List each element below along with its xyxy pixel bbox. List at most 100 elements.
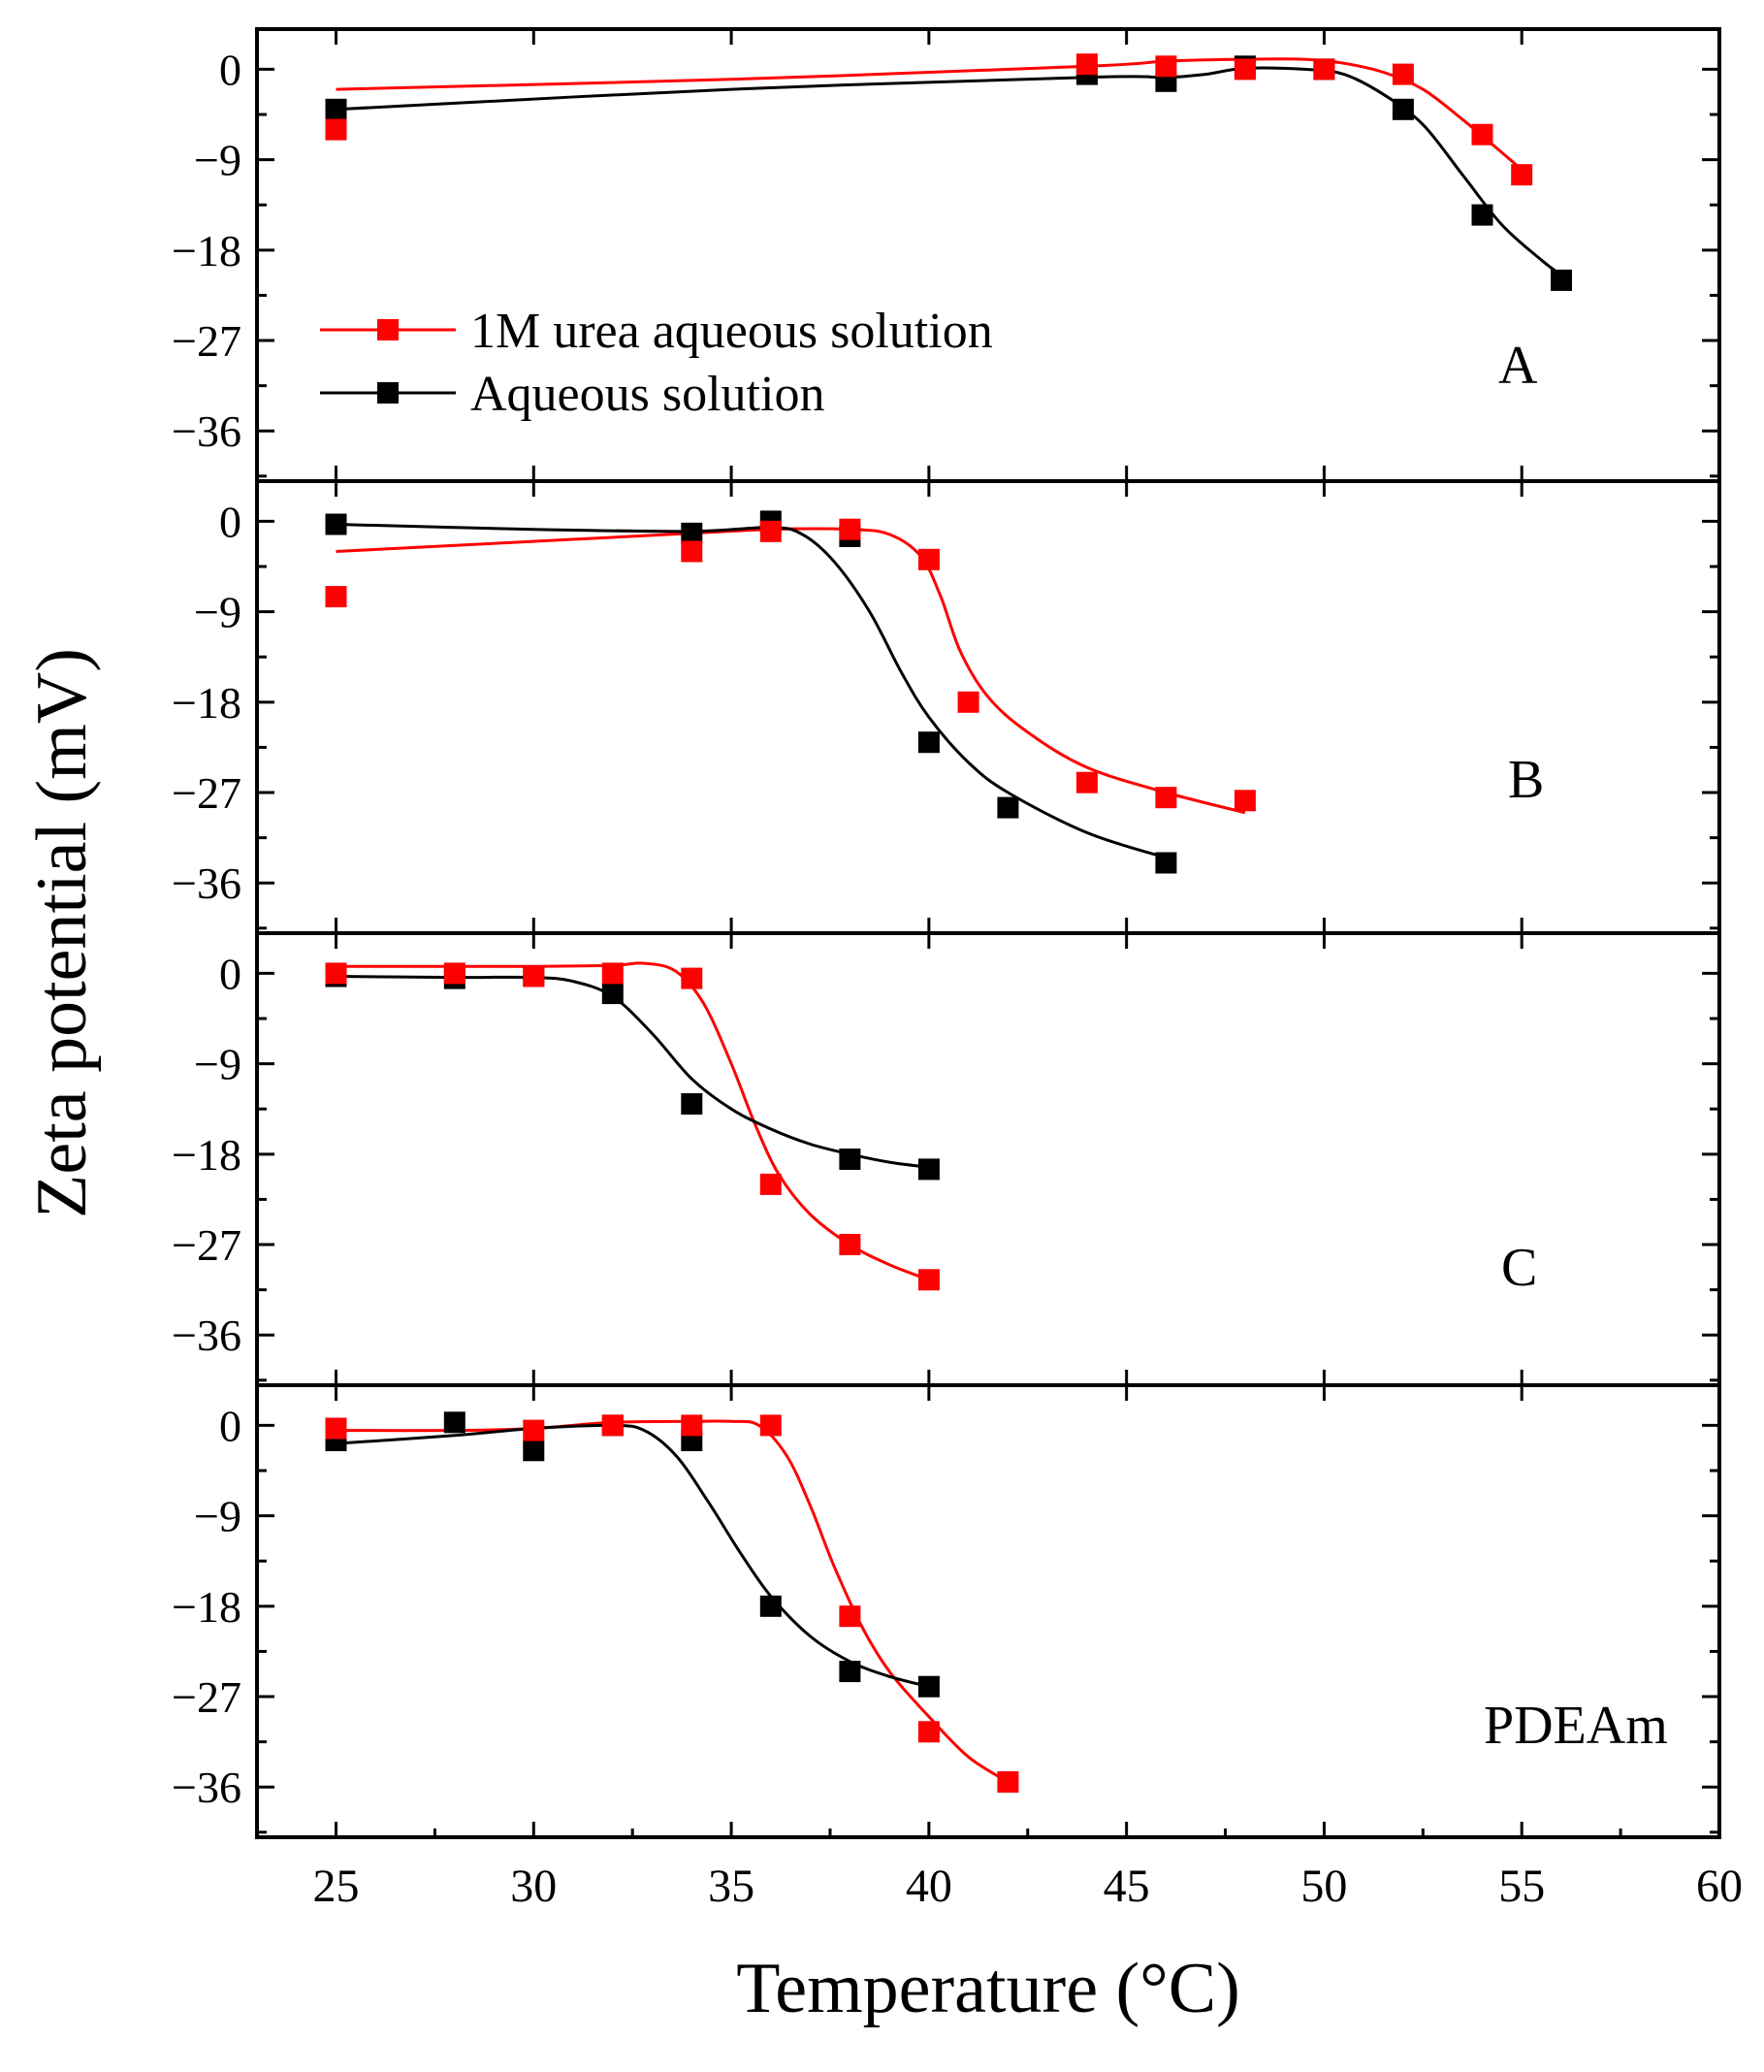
data-point-urea-p3-6 [839,1234,861,1255]
x-tick-label: 40 [906,1861,952,1912]
y-tick-label: 0 [219,949,241,998]
panel-frame-3 [255,931,1721,1387]
panel-labels: A B C PDEAm [1484,336,1668,1756]
data-point-urea-p4-6 [917,1721,940,1743]
data-point-aqueous-p4-2 [523,1440,545,1462]
data-points [325,53,1572,1793]
fit-curve-urea-panel-3 [336,961,930,1281]
data-point-urea-p3-5 [759,1173,782,1195]
data-point-aqueous-p3-3 [601,983,624,1005]
x-tick-label: 60 [1696,1861,1743,1912]
y-tick-label: −18 [172,678,241,728]
x-tick-label: 25 [313,1861,360,1912]
data-point-urea-p1-0 [325,118,347,141]
y-tick-label: −9 [194,1492,241,1541]
data-point-urea-p4-3 [681,1414,703,1437]
x-tick-label: 35 [708,1861,754,1912]
data-point-urea-p3-2 [523,965,545,987]
data-point-urea-p1-5 [1392,63,1414,85]
data-point-aqueous-p1-6 [1471,204,1493,226]
y-tick-label: −27 [172,1220,241,1270]
y-axis-title: Zeta potential (mV) [22,648,102,1218]
panel-frames [255,27,1721,1839]
legend: 1M urea aqueous solution Aqueous solution [320,304,993,422]
data-point-aqueous-p1-0 [325,98,347,120]
data-point-urea-p1-4 [1313,58,1335,81]
data-point-aqueous-p1-5 [1392,98,1414,120]
data-point-aqueous-p2-1 [681,522,703,544]
y-tick-label: −27 [172,1672,241,1722]
panel-label-3: C [1501,1238,1537,1298]
data-point-urea-p2-4 [917,548,940,570]
legend-label-1: Aqueous solution [470,367,824,422]
y-tick-label: −27 [172,768,241,818]
data-point-urea-p4-7 [997,1771,1019,1793]
y-tick-label: −9 [194,588,241,637]
data-point-aqueous-p2-5 [997,796,1019,819]
data-point-aqueous-p3-4 [681,1093,703,1115]
legend-marker-1 [377,382,399,404]
y-tick-label: −18 [172,226,241,275]
y-tick-label: −36 [172,858,241,908]
data-point-urea-p2-6 [1075,771,1098,793]
data-point-urea-p2-8 [1234,790,1256,812]
x-axis-title: Temperature (°C) [736,1949,1240,2028]
data-point-urea-p2-5 [957,691,979,713]
x-tick-label: 50 [1300,1861,1347,1912]
data-point-urea-p3-3 [601,962,624,985]
data-point-aqueous-p2-6 [1155,852,1177,874]
data-point-aqueous-p4-5 [759,1595,782,1617]
x-tick-label: 55 [1498,1861,1545,1912]
y-tick-label: −9 [194,136,241,185]
panel-label-4: PDEAm [1484,1696,1668,1756]
data-point-urea-p2-0 [325,586,347,608]
data-point-urea-p4-1 [523,1419,545,1441]
data-point-urea-p4-5 [839,1605,861,1628]
y-tick-label: −18 [172,1130,241,1180]
data-point-aqueous-p3-5 [839,1149,861,1170]
fit-curve-aqueous-panel-4 [336,1423,930,1689]
data-point-urea-p2-1 [681,540,703,563]
data-point-urea-p1-7 [1511,164,1533,186]
data-point-aqueous-p2-0 [325,513,347,535]
fit-curve-aqueous-panel-1 [336,66,1562,276]
fit-curve-aqueous-panel-3 [336,975,930,1169]
data-point-aqueous-p4-1 [443,1411,465,1434]
legend-label-0: 1M urea aqueous solution [470,304,993,359]
data-point-aqueous-p4-6 [839,1661,861,1683]
data-point-aqueous-p3-6 [917,1158,940,1181]
y-tick-label: −36 [172,1311,241,1360]
data-point-urea-p1-1 [1075,53,1098,76]
fit-curve-urea-panel-4 [336,1419,1010,1784]
y-tick-label: 0 [219,1401,241,1450]
data-point-urea-p1-6 [1471,123,1493,146]
data-point-urea-p3-0 [325,962,347,985]
y-tick-label: −36 [172,406,241,456]
data-point-urea-p2-7 [1155,787,1177,809]
data-point-aqueous-p4-7 [917,1675,940,1698]
data-point-aqueous-p1-7 [1551,269,1572,291]
data-point-urea-p3-4 [681,967,703,989]
y-tick-label: −18 [172,1582,241,1632]
fit-curve-urea-panel-2 [336,527,1246,815]
y-tick-label: 0 [219,45,241,94]
y-tick-label: −9 [194,1040,241,1089]
legend-marker-0 [377,319,399,340]
axes: 0 −9 −18 −27 −36 0 −9 −18 −27 −36 0 −9 −18 −27 −36 0 −9 −… [172,29,1743,1912]
panel-label-2: B [1508,750,1544,810]
data-point-urea-p1-2 [1155,55,1177,78]
fit-curve-aqueous-panel-2 [336,523,1167,859]
data-point-urea-p3-7 [917,1269,940,1291]
data-point-urea-p3-1 [443,962,465,985]
y-tick-label: 0 [219,497,241,546]
y-tick-label: −27 [172,316,241,366]
data-point-urea-p2-3 [839,518,861,540]
data-point-urea-p2-2 [759,520,782,542]
data-point-urea-p4-4 [759,1414,782,1437]
data-point-urea-p4-2 [601,1414,624,1437]
panel-frame-2 [255,479,1721,935]
data-point-aqueous-p2-4 [917,731,940,754]
panel-label-1: A [1498,336,1538,396]
x-tick-label: 30 [510,1861,557,1912]
